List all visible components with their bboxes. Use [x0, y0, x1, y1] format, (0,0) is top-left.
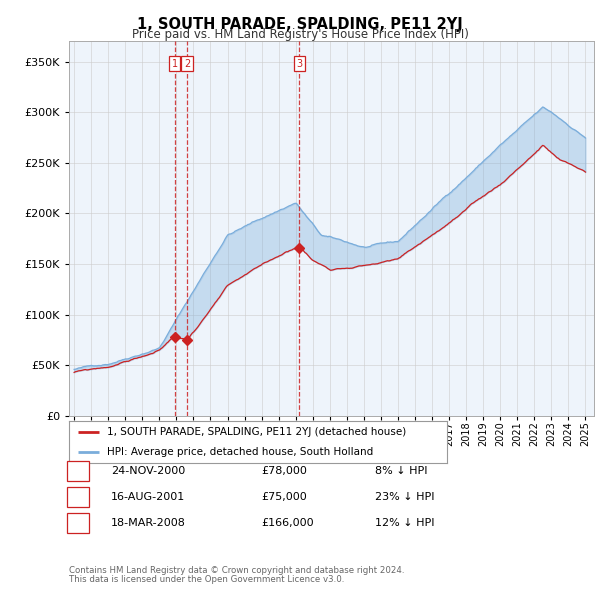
Text: 2: 2: [74, 492, 81, 502]
Text: 2: 2: [184, 58, 190, 68]
Text: 24-NOV-2000: 24-NOV-2000: [111, 466, 185, 476]
Text: This data is licensed under the Open Government Licence v3.0.: This data is licensed under the Open Gov…: [69, 575, 344, 584]
Text: 1: 1: [74, 466, 81, 476]
Text: £166,000: £166,000: [261, 518, 314, 528]
Text: 8% ↓ HPI: 8% ↓ HPI: [375, 466, 427, 476]
Text: 23% ↓ HPI: 23% ↓ HPI: [375, 492, 434, 502]
Text: 3: 3: [74, 518, 81, 528]
Text: £78,000: £78,000: [261, 466, 307, 476]
Text: 1: 1: [172, 58, 178, 68]
Text: 1, SOUTH PARADE, SPALDING, PE11 2YJ: 1, SOUTH PARADE, SPALDING, PE11 2YJ: [137, 17, 463, 31]
Text: £75,000: £75,000: [261, 492, 307, 502]
Text: 12% ↓ HPI: 12% ↓ HPI: [375, 518, 434, 528]
Text: HPI: Average price, detached house, South Holland: HPI: Average price, detached house, Sout…: [107, 447, 373, 457]
Text: Price paid vs. HM Land Registry's House Price Index (HPI): Price paid vs. HM Land Registry's House …: [131, 28, 469, 41]
Text: 16-AUG-2001: 16-AUG-2001: [111, 492, 185, 502]
Text: 1, SOUTH PARADE, SPALDING, PE11 2YJ (detached house): 1, SOUTH PARADE, SPALDING, PE11 2YJ (det…: [107, 427, 406, 437]
Text: 3: 3: [296, 58, 302, 68]
Text: 18-MAR-2008: 18-MAR-2008: [111, 518, 186, 528]
Text: Contains HM Land Registry data © Crown copyright and database right 2024.: Contains HM Land Registry data © Crown c…: [69, 566, 404, 575]
